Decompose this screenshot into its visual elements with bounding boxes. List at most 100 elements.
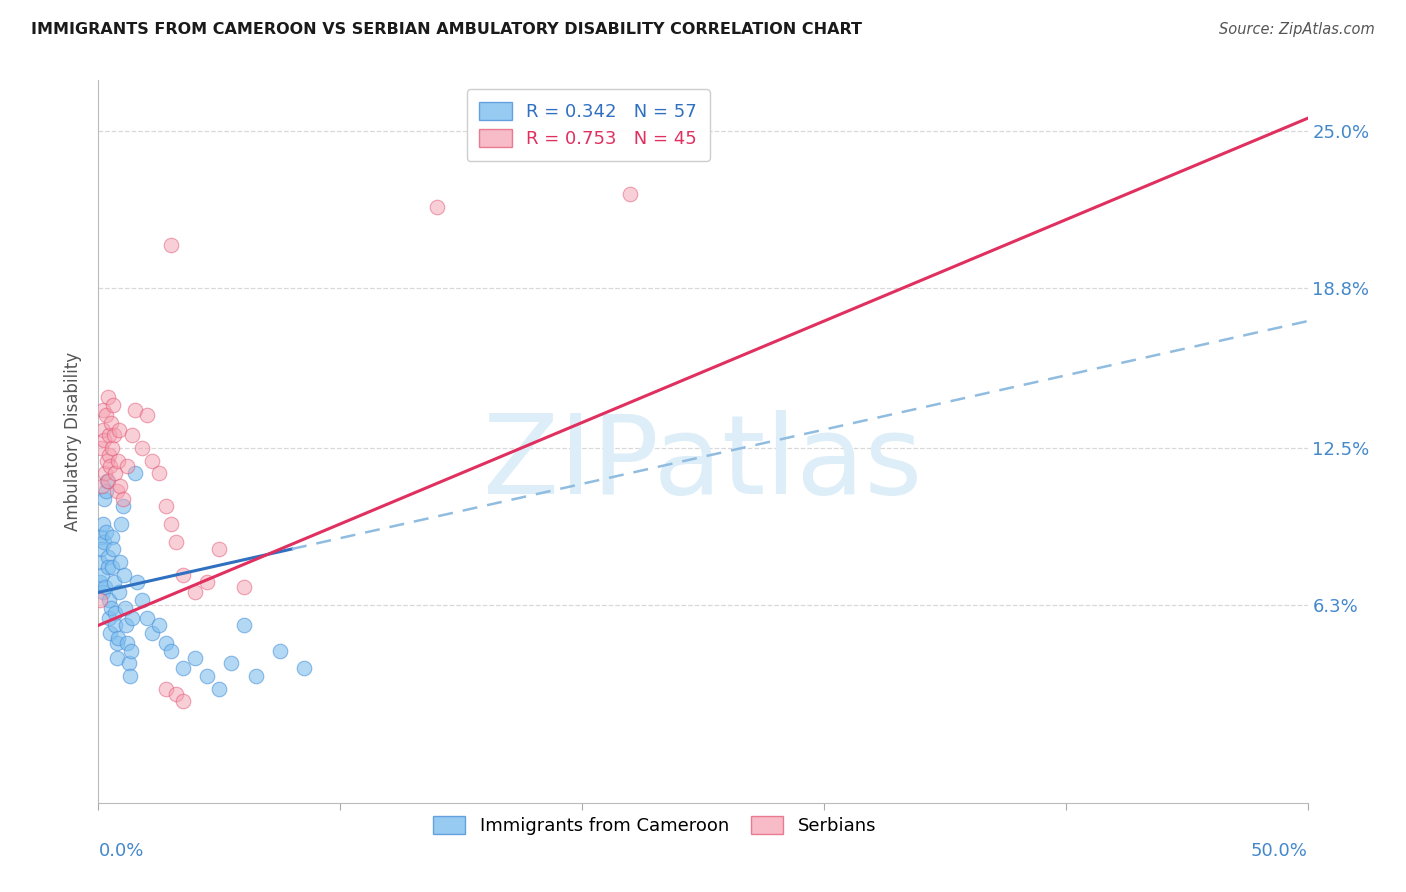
Point bbox=[115, 618, 138, 632]
Point bbox=[97, 474, 120, 488]
Point bbox=[292, 661, 315, 675]
Point bbox=[184, 651, 207, 665]
Point bbox=[155, 681, 177, 696]
Point bbox=[172, 661, 194, 675]
Point bbox=[184, 585, 207, 599]
Point bbox=[97, 428, 120, 442]
Point bbox=[89, 555, 111, 569]
Point bbox=[101, 398, 124, 412]
Point bbox=[117, 458, 139, 473]
Point bbox=[172, 694, 194, 708]
Point bbox=[93, 491, 115, 506]
Point bbox=[195, 669, 218, 683]
Text: 0.0%: 0.0% bbox=[98, 842, 143, 860]
Point bbox=[619, 187, 641, 202]
Point bbox=[426, 200, 449, 214]
Point bbox=[135, 611, 157, 625]
Point bbox=[148, 618, 170, 632]
Point bbox=[160, 516, 183, 531]
Point bbox=[105, 636, 128, 650]
Text: ZIPatlas: ZIPatlas bbox=[484, 409, 922, 516]
Point bbox=[114, 600, 136, 615]
Point bbox=[100, 416, 122, 430]
Point bbox=[160, 238, 183, 252]
Point bbox=[118, 657, 141, 671]
Point bbox=[105, 483, 128, 498]
Point bbox=[91, 423, 114, 437]
Point bbox=[111, 491, 134, 506]
Point bbox=[90, 542, 112, 557]
Point bbox=[108, 555, 131, 569]
Point bbox=[90, 530, 112, 544]
Text: 50.0%: 50.0% bbox=[1251, 842, 1308, 860]
Point bbox=[111, 499, 134, 513]
Point bbox=[94, 408, 117, 422]
Text: IMMIGRANTS FROM CAMEROON VS SERBIAN AMBULATORY DISABILITY CORRELATION CHART: IMMIGRANTS FROM CAMEROON VS SERBIAN AMBU… bbox=[31, 22, 862, 37]
Point bbox=[97, 390, 120, 404]
Point bbox=[120, 643, 142, 657]
Point bbox=[91, 479, 114, 493]
Point bbox=[165, 687, 187, 701]
Point bbox=[90, 441, 112, 455]
Point bbox=[104, 618, 127, 632]
Point bbox=[100, 441, 122, 455]
Point bbox=[103, 575, 125, 590]
Point bbox=[96, 524, 118, 539]
Point bbox=[97, 560, 120, 574]
Point bbox=[108, 479, 131, 493]
Point bbox=[96, 474, 118, 488]
Point bbox=[100, 600, 122, 615]
Point bbox=[93, 434, 115, 448]
Point bbox=[93, 534, 115, 549]
Point bbox=[135, 408, 157, 422]
Point bbox=[141, 626, 163, 640]
Point bbox=[141, 453, 163, 467]
Point bbox=[121, 428, 143, 442]
Point bbox=[165, 534, 187, 549]
Point bbox=[105, 651, 128, 665]
Point bbox=[104, 467, 127, 481]
Point bbox=[232, 580, 254, 594]
Point bbox=[98, 458, 121, 473]
Point bbox=[117, 636, 139, 650]
Point bbox=[91, 402, 114, 417]
Point bbox=[98, 449, 121, 463]
Point bbox=[124, 467, 146, 481]
Point bbox=[155, 636, 177, 650]
Point bbox=[91, 567, 114, 582]
Point bbox=[245, 669, 267, 683]
Point bbox=[89, 593, 111, 607]
Point bbox=[124, 402, 146, 417]
Point bbox=[269, 643, 291, 657]
Point bbox=[108, 423, 131, 437]
Point bbox=[121, 611, 143, 625]
Point bbox=[96, 453, 118, 467]
Point bbox=[131, 441, 153, 455]
Point bbox=[94, 483, 117, 498]
Point bbox=[232, 618, 254, 632]
Point bbox=[91, 516, 114, 531]
Point bbox=[160, 643, 183, 657]
Point bbox=[172, 567, 194, 582]
Point bbox=[98, 611, 121, 625]
Point bbox=[104, 606, 127, 620]
Point bbox=[108, 585, 131, 599]
Point bbox=[195, 575, 218, 590]
Point bbox=[112, 567, 135, 582]
Point bbox=[101, 530, 124, 544]
Point bbox=[131, 593, 153, 607]
Point bbox=[208, 542, 231, 557]
Legend: Immigrants from Cameroon, Serbians: Immigrants from Cameroon, Serbians bbox=[425, 807, 886, 845]
Point bbox=[97, 593, 120, 607]
Point bbox=[89, 575, 111, 590]
Point bbox=[110, 516, 132, 531]
Y-axis label: Ambulatory Disability: Ambulatory Disability bbox=[65, 352, 83, 531]
Point bbox=[97, 549, 120, 564]
Point bbox=[127, 575, 149, 590]
Point bbox=[221, 657, 243, 671]
Point bbox=[155, 499, 177, 513]
Point bbox=[208, 681, 231, 696]
Point bbox=[91, 585, 114, 599]
Point bbox=[94, 467, 117, 481]
Point bbox=[118, 669, 141, 683]
